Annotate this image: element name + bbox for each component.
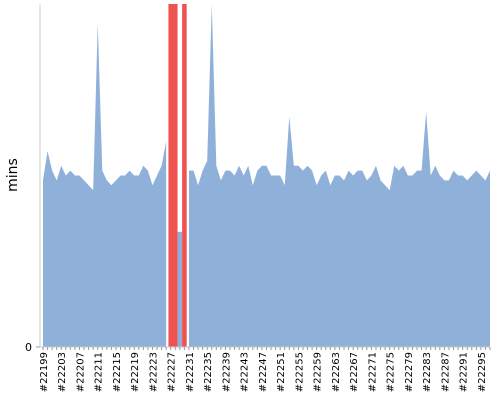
x-tick-label: #22235	[203, 352, 214, 392]
x-tick-label: #22291	[459, 352, 470, 392]
x-tick-label: #22275	[386, 352, 397, 392]
area	[182, 4, 187, 347]
x-tick-label: #22283	[422, 352, 433, 392]
x-tick-label: #22239	[221, 352, 232, 392]
x-tick-label: #22259	[313, 352, 324, 392]
x-tick-label: #22271	[367, 352, 378, 392]
x-tick-label: #22215	[112, 352, 123, 392]
x-tick-label: #22267	[349, 352, 360, 392]
x-tick-label: #22203	[57, 352, 68, 392]
x-tick-label: #22219	[130, 352, 141, 392]
x-tick-label: #22295	[477, 352, 488, 392]
x-tick-label: #22207	[75, 352, 86, 392]
x-tick-label: #22227	[167, 352, 178, 392]
x-tick-label: #22223	[148, 352, 159, 392]
area	[188, 4, 491, 347]
y-axis-label: mins	[5, 158, 21, 192]
x-tick-label: #22263	[331, 352, 342, 392]
x-tick-label: #22255	[294, 352, 305, 392]
x-tick-label: #22247	[258, 352, 269, 392]
area	[43, 23, 167, 347]
area	[177, 231, 183, 347]
x-tick-label: #22231	[185, 352, 196, 392]
x-tick-label: #22279	[404, 352, 415, 392]
area	[168, 4, 178, 347]
x-tick-label: #22287	[440, 352, 451, 392]
x-tick-label: #22211	[94, 352, 105, 392]
x-tick-label: #22199	[39, 352, 50, 392]
x-tick-label: #22243	[240, 352, 251, 392]
x-tick-label: #22251	[276, 352, 287, 392]
y-tick-label: 0	[25, 341, 32, 354]
